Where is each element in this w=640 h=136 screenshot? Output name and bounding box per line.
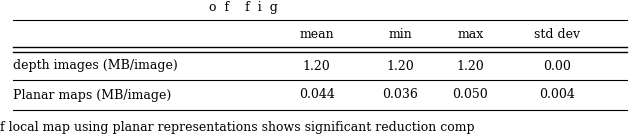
Text: f local map using planar representations shows significant reduction comp: f local map using planar representations…	[0, 121, 475, 135]
Text: depth images (MB/image): depth images (MB/image)	[13, 60, 177, 72]
Text: min: min	[388, 29, 412, 41]
Text: std dev: std dev	[534, 29, 580, 41]
Text: 1.20: 1.20	[303, 60, 331, 72]
Text: Planar maps (MB/image): Planar maps (MB/image)	[13, 89, 171, 101]
Text: max: max	[457, 29, 484, 41]
Text: 0.036: 0.036	[382, 89, 418, 101]
Text: o  f    f  i  g: o f f i g	[209, 1, 278, 15]
Text: 0.004: 0.004	[539, 89, 575, 101]
Text: 0.00: 0.00	[543, 60, 571, 72]
Text: mean: mean	[300, 29, 334, 41]
Text: 0.044: 0.044	[299, 89, 335, 101]
Text: 1.20: 1.20	[456, 60, 484, 72]
Text: 0.050: 0.050	[452, 89, 488, 101]
Text: 1.20: 1.20	[386, 60, 414, 72]
